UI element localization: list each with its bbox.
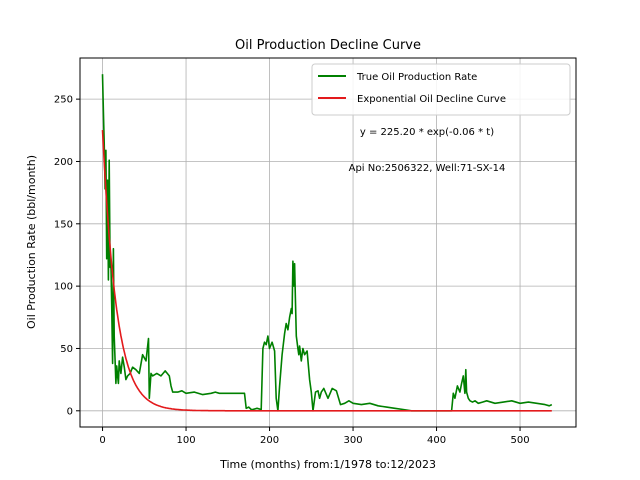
legend: True Oil Production Rate Exponential Oil… <box>311 63 571 116</box>
y-tick-label: 100 <box>54 282 73 293</box>
x-tick-label: 300 <box>344 435 363 446</box>
x-tick-label: 400 <box>427 435 446 446</box>
chart-title: Oil Production Decline Curve <box>235 38 421 53</box>
legend-label-true-rate: True Oil Production Rate <box>356 72 477 83</box>
series-line-exponential-decline <box>101 130 552 412</box>
y-tick-label: 0 <box>67 406 73 417</box>
y-tick-label: 150 <box>54 219 73 230</box>
legend-label-decline-curve: Exponential Oil Decline Curve <box>357 94 506 105</box>
well-annotation: Api No:2506322, Well:71-SX-14 <box>349 163 506 174</box>
tick-layer: 0 100 200 300 400 500 0 50 100 150 200 250 <box>54 95 530 446</box>
plot-frame <box>79 57 577 428</box>
legend-box <box>311 63 571 116</box>
y-axis-label: Oil Production Rate (bbl/month) <box>25 155 38 329</box>
x-tick-label: 0 <box>99 435 105 446</box>
x-axis-label: Time (months) from:1/1978 to:12/2023 <box>219 458 436 471</box>
grid-layer <box>80 58 576 427</box>
series-line-true-production <box>101 74 553 412</box>
series-layer <box>101 74 553 412</box>
y-tick-label: 200 <box>54 157 73 168</box>
y-tick-label: 50 <box>60 344 73 355</box>
x-tick-label: 200 <box>260 435 279 446</box>
x-tick-label: 100 <box>177 435 196 446</box>
y-tick-label: 250 <box>54 95 73 106</box>
equation-annotation: y = 225.20 * exp(-0.06 * t) <box>360 127 494 138</box>
x-tick-label: 500 <box>511 435 530 446</box>
